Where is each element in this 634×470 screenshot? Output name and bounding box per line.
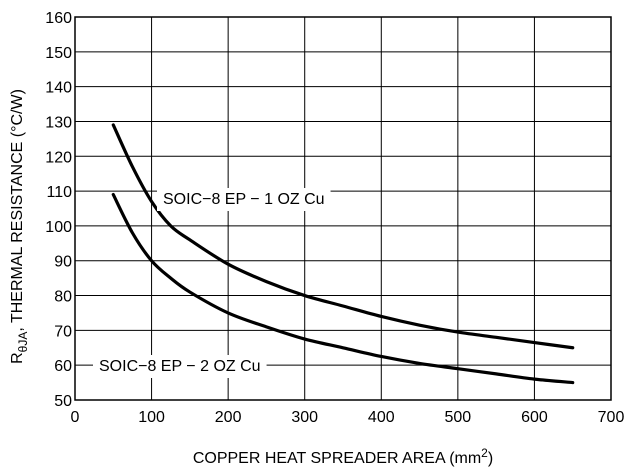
y-tick-label: 160 (45, 10, 72, 27)
grid (74, 16, 612, 401)
series-label-1-background (157, 188, 331, 211)
series-label-2-background (93, 355, 267, 378)
y-tick-label: 90 (54, 254, 72, 271)
y-tick-label: 140 (45, 80, 72, 97)
y-tick-label: 150 (45, 45, 72, 62)
x-tick-label: 400 (368, 409, 395, 426)
y-axis-label: RθJA, THERMAL RESISTANCE (°C/W) (9, 89, 30, 364)
x-tick-label: 500 (445, 409, 472, 426)
y-tick-label: 80 (54, 289, 72, 306)
y-tick-label: 100 (45, 219, 72, 236)
x-tick-label: 0 (71, 409, 80, 426)
y-tick-label: 130 (45, 114, 72, 131)
x-tick-label: 300 (291, 409, 318, 426)
series-label-1oz: SOIC−8 EP − 1 OZ Cu (163, 191, 325, 208)
tick-labels: 0 100 200 300 400 500 600 700 50 60 70 80 90 100 110 12… (45, 10, 624, 426)
x-axis-label: COPPER HEAT SPREADER AREA (mm2) (193, 446, 493, 467)
x-tick-label: 200 (215, 409, 242, 426)
series-line-1 (111, 123, 575, 350)
plot-frame (74, 16, 612, 401)
y-tick-label: 120 (45, 149, 72, 166)
x-tick-label: 700 (598, 409, 625, 426)
series-lines (111, 123, 575, 385)
x-tick-label: 100 (138, 409, 165, 426)
y-tick-label: 50 (54, 393, 72, 410)
y-tick-label: 60 (54, 358, 72, 375)
series-label-2oz: SOIC−8 EP − 2 OZ Cu (99, 358, 261, 375)
series-line-2 (111, 192, 575, 385)
y-tick-label: 70 (54, 323, 72, 340)
y-tick-label: 110 (46, 184, 72, 201)
x-tick-label: 600 (521, 409, 548, 426)
